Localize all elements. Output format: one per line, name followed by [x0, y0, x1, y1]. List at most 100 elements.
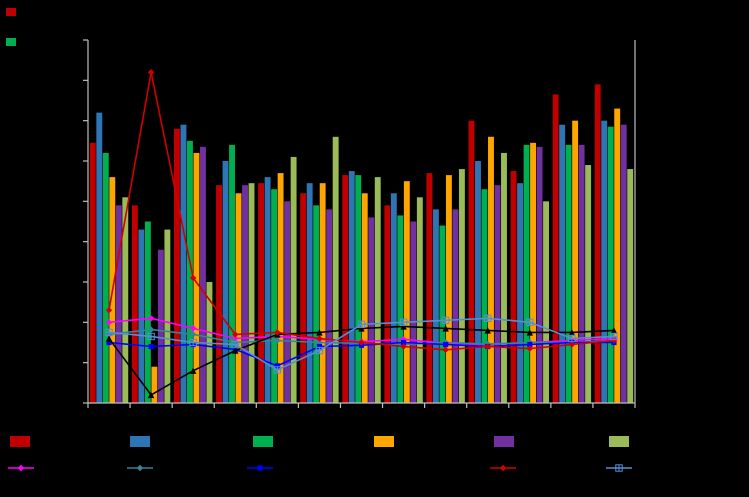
bar-bars-dark-red	[300, 193, 307, 403]
bar-bars-green	[229, 144, 235, 403]
line-black-marker	[484, 327, 491, 334]
bar-bars-dark-red	[510, 171, 517, 403]
line-black-marker	[442, 325, 449, 332]
line-blue-marker	[443, 341, 449, 348]
decor-green-square	[6, 38, 16, 46]
line-red-marker	[232, 331, 239, 338]
bar-bars-orange	[277, 173, 284, 403]
line-blue-marker	[527, 341, 533, 348]
bar-bars-dark-red	[131, 205, 138, 403]
line-teal-marker	[189, 331, 197, 338]
line-red-marker	[189, 274, 197, 282]
line-blue-marker	[274, 363, 280, 369]
bar-bars-purple	[157, 249, 164, 403]
bar-bars-orange	[193, 152, 200, 403]
bar-bars-blue	[96, 112, 103, 403]
legend-swatch-bars-purple	[494, 436, 514, 447]
legend-line-black-marker	[377, 464, 385, 472]
legend-swatch-bars-blue	[130, 436, 150, 447]
line-magenta-marker	[232, 335, 239, 342]
bar-bars-olive	[248, 183, 255, 403]
line-blue-marker	[400, 339, 407, 346]
line-blue-marker	[148, 343, 154, 350]
bar-bars-orange	[235, 193, 242, 403]
bar-bars-purple	[536, 146, 543, 403]
bar-bars-green	[186, 140, 193, 403]
bar-bars-dark-red	[426, 173, 433, 403]
bar-bars-olive	[416, 197, 423, 403]
bar-bars-blue	[180, 124, 187, 403]
line-blue-marker	[316, 343, 323, 350]
bar-bars-purple	[494, 185, 501, 403]
bar-bars-orange	[445, 175, 452, 403]
line-magenta-marker	[189, 325, 197, 332]
bar-bars-olive	[585, 165, 592, 403]
bar-bars-green	[607, 126, 614, 403]
decor-red-square	[6, 8, 16, 16]
line-red-marker	[274, 329, 281, 336]
bar-bars-olive	[164, 229, 171, 403]
bar-bars-blue	[601, 120, 608, 404]
line-red-marker	[484, 343, 491, 350]
line-black-marker	[400, 323, 407, 330]
line-red-marker	[526, 345, 534, 352]
legend-swatch-bars-green	[253, 436, 273, 447]
line-red-marker	[105, 307, 113, 314]
bar-bars-purple	[620, 124, 627, 403]
bar-bars-green	[355, 175, 362, 403]
line-black-marker	[526, 329, 534, 336]
bar-bars-blue	[306, 183, 313, 403]
legend-line-blue-marker	[257, 465, 263, 471]
bar-bars-green	[144, 221, 151, 403]
bar-bars-orange	[530, 142, 537, 403]
bar-bars-orange	[488, 136, 494, 404]
line-black-marker	[147, 391, 155, 399]
line-black-marker	[105, 335, 113, 342]
legend-line-teal-marker	[136, 464, 144, 472]
line-red-marker	[147, 69, 155, 76]
bar-bars-green	[271, 189, 278, 403]
bar-bars-green	[565, 144, 572, 403]
line-black-marker	[568, 329, 576, 336]
bar-bars-orange	[319, 183, 326, 403]
bar-bars-green	[481, 189, 488, 403]
bar-bars-olive	[543, 201, 550, 403]
line-magenta-marker	[105, 319, 113, 326]
bar-bars-blue	[222, 161, 229, 403]
line-red-marker	[442, 346, 449, 353]
bar-bars-blue	[138, 229, 145, 403]
bar-bars-blue	[559, 124, 566, 403]
bar-bars-olive	[332, 136, 339, 404]
bar-bars-blue	[348, 171, 355, 403]
bar-bars-dark-red	[384, 205, 391, 403]
bar-bars-dark-red	[89, 142, 96, 403]
line-magenta-marker	[147, 315, 155, 322]
bar-bars-purple	[199, 146, 206, 403]
line-teal-marker	[274, 337, 281, 344]
bar-bars-orange	[403, 181, 410, 403]
bar-bars-blue	[517, 183, 524, 403]
bar-bars-olive	[458, 169, 465, 403]
bar-bars-dark-red	[216, 185, 222, 403]
line-red-marker	[400, 343, 407, 350]
bar-bars-purple	[410, 221, 417, 403]
line-red-marker	[316, 335, 323, 342]
bar-bars-green	[102, 152, 109, 403]
legend-swatch-bars-orange	[374, 436, 394, 447]
bar-bars-orange	[614, 108, 621, 403]
bar-bars-olive	[374, 177, 381, 403]
legend-line-magenta-marker	[17, 464, 25, 472]
line-red-marker	[568, 341, 576, 348]
bar-bars-dark-red	[468, 120, 475, 404]
bar-bars-dark-red	[258, 183, 265, 403]
line-black-marker	[358, 325, 365, 332]
bar-bars-blue	[264, 177, 271, 403]
line-black-marker	[189, 367, 197, 374]
bar-bars-olive	[501, 152, 507, 403]
bar-bars-dark-red	[173, 128, 180, 404]
line-black-marker	[232, 347, 239, 354]
line-blue-marker	[106, 339, 112, 346]
bar-bars-purple	[326, 209, 333, 403]
bar-bars-green	[397, 215, 404, 403]
